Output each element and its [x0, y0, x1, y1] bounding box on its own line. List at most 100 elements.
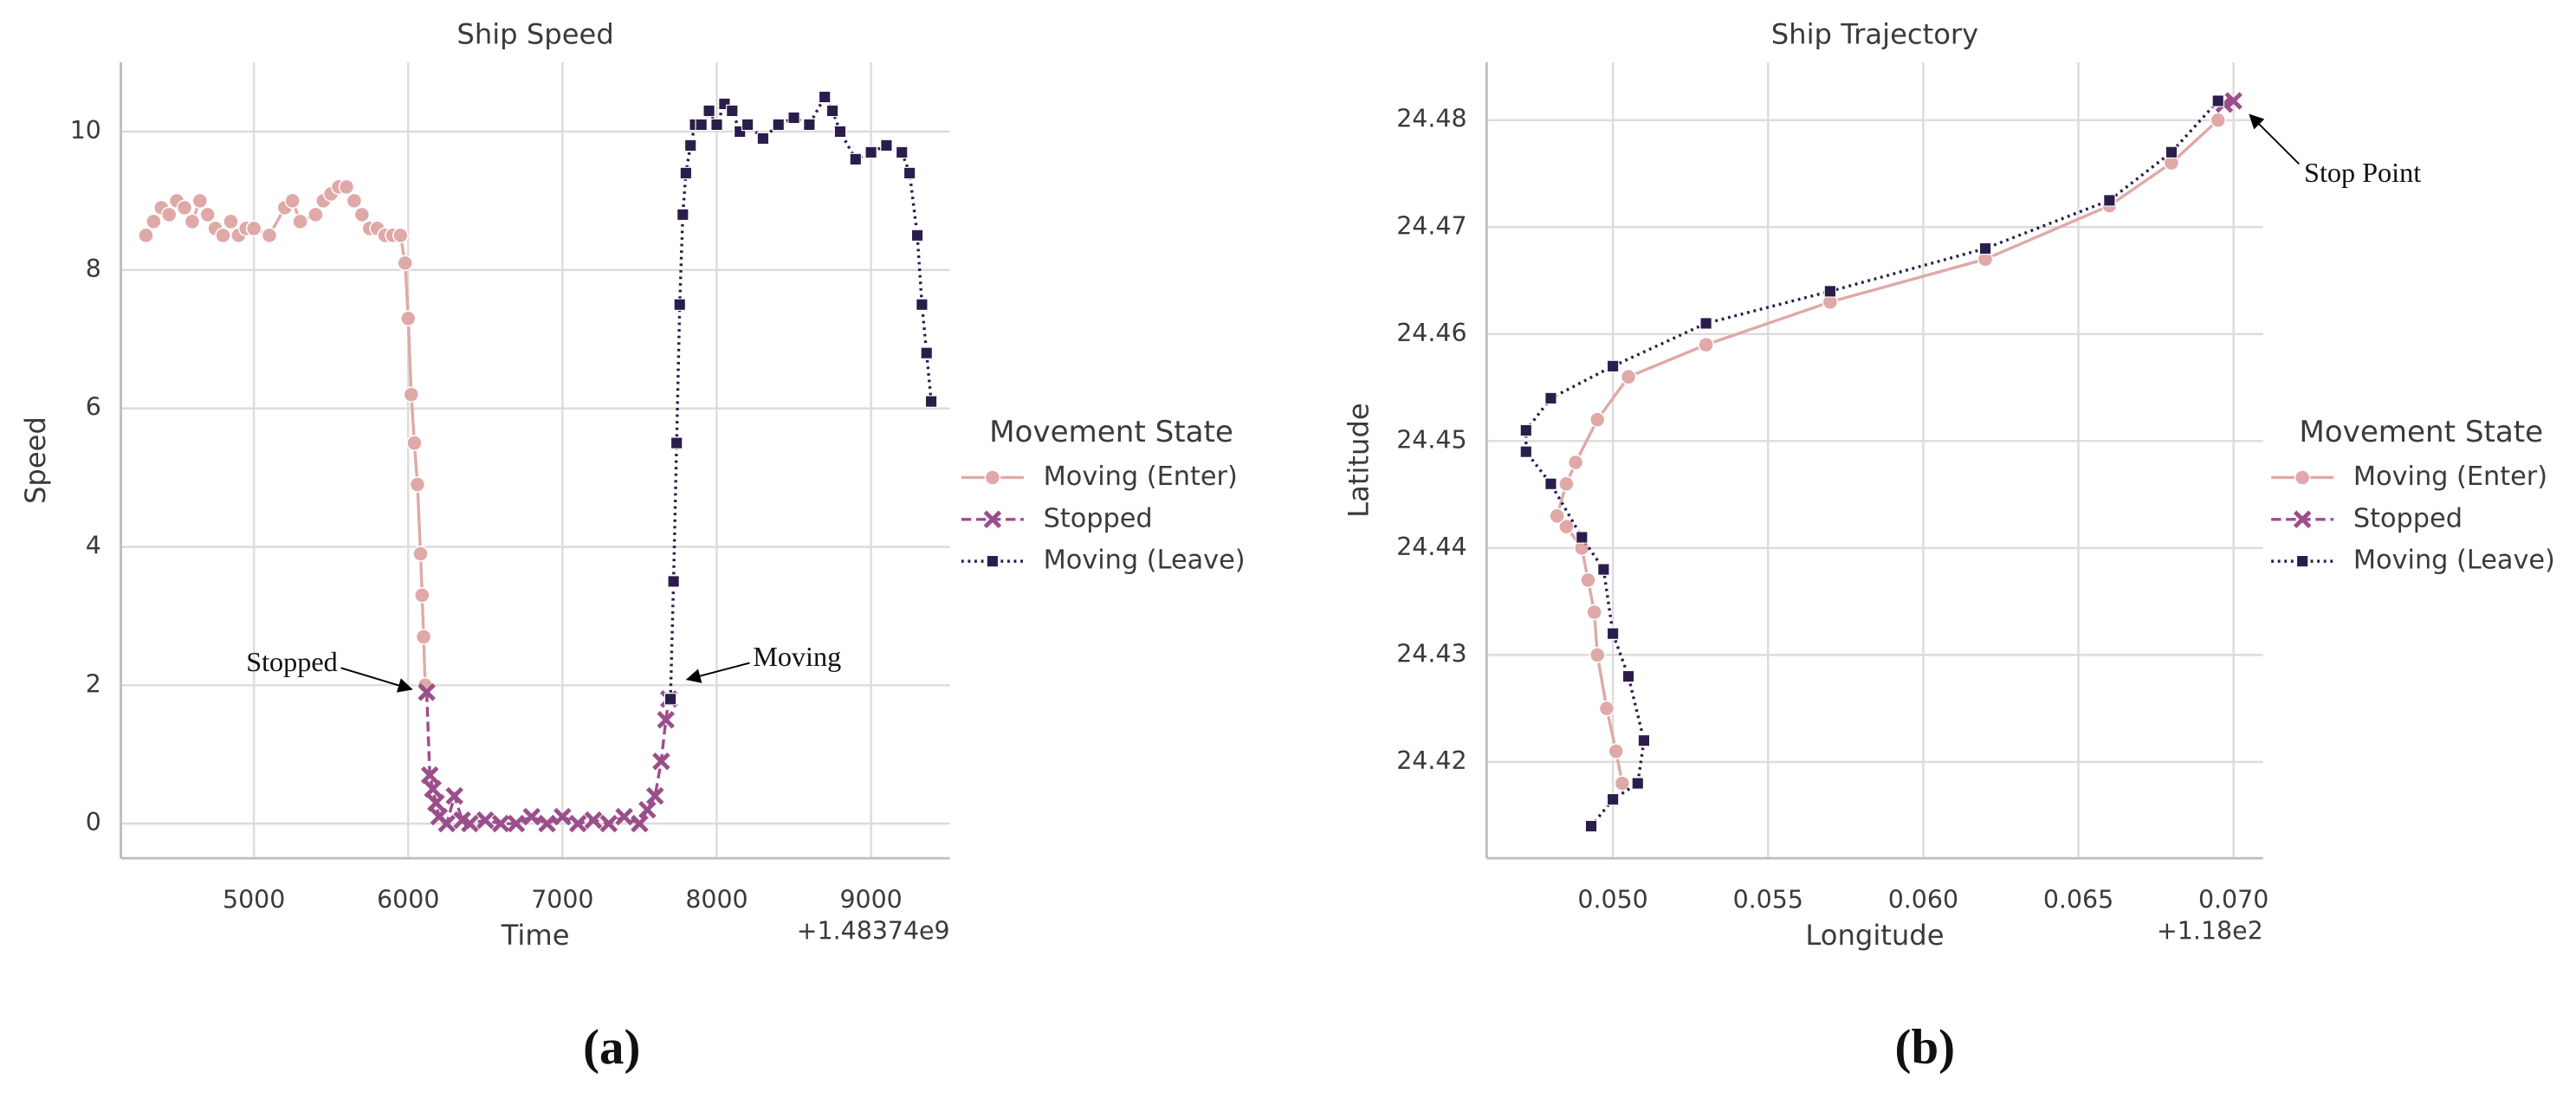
point: [787, 111, 800, 125]
point: [772, 118, 785, 132]
y-tick-label: 2: [86, 669, 101, 698]
annotation: Stop Point: [2304, 157, 2421, 188]
point: [916, 298, 929, 311]
point: [1631, 777, 1644, 790]
point: [1606, 359, 1620, 373]
y-tick-label: 24.47: [1396, 211, 1466, 240]
point: [191, 192, 209, 210]
x-tick-label: 0.050: [1577, 885, 1647, 914]
point: [445, 786, 463, 805]
x-offset-label: +1.48374e9: [797, 916, 950, 945]
point: [1589, 647, 1606, 663]
point: [1519, 423, 1533, 437]
x-tick-label: 9000: [839, 885, 902, 914]
x-axis-label: Time: [501, 919, 570, 952]
point: [146, 213, 162, 230]
point: [1978, 242, 1992, 255]
annotation: Moving: [753, 641, 841, 672]
point: [741, 118, 754, 132]
y-tick-label: 24.45: [1396, 425, 1466, 454]
x-tick-label: 0.065: [2043, 885, 2113, 914]
point: [684, 139, 697, 152]
series: [1519, 94, 2224, 833]
legend-label: Moving (Enter): [2353, 462, 2547, 492]
point: [522, 807, 541, 826]
point: [1567, 454, 1584, 471]
point: [1544, 391, 1557, 405]
point: [1621, 669, 1635, 683]
x-tick-label: 8000: [685, 885, 748, 914]
y-tick-label: 6: [86, 393, 101, 422]
series: [1549, 112, 2226, 791]
point: [538, 814, 556, 833]
point: [392, 227, 409, 244]
point: [825, 104, 839, 118]
y-tick-label: 0: [86, 808, 101, 836]
point: [415, 629, 432, 645]
point: [184, 213, 201, 230]
y-axis-label: Latitude: [1342, 403, 1375, 518]
x-tick-label: 0.070: [2198, 885, 2269, 914]
series-line: [669, 94, 933, 700]
point: [1606, 627, 1620, 640]
series-line: [424, 692, 670, 827]
point: [476, 811, 495, 830]
series-line: [1555, 119, 2219, 784]
point: [437, 814, 456, 833]
point: [880, 139, 893, 152]
point: [584, 811, 603, 830]
point: [292, 213, 308, 230]
chart-title: Ship Speed: [456, 18, 613, 51]
point: [652, 752, 670, 771]
caption: (a): [583, 1020, 640, 1075]
y-tick-label: 4: [86, 531, 101, 559]
point: [461, 814, 479, 833]
point: [338, 178, 355, 196]
annotation-arrow: [685, 662, 750, 683]
annotation: Stopped: [246, 646, 338, 677]
series-line: [144, 185, 427, 686]
point: [864, 145, 877, 159]
point: [138, 227, 154, 244]
x-tick-label: 6000: [377, 885, 439, 914]
point: [679, 166, 693, 180]
point: [427, 793, 445, 812]
point: [667, 575, 680, 588]
point: [726, 104, 739, 118]
legend-marker: [986, 554, 1000, 568]
point: [2224, 92, 2243, 110]
point: [924, 395, 938, 408]
series: [138, 178, 434, 694]
point: [346, 192, 363, 210]
point: [645, 786, 664, 805]
legend-marker: [2293, 510, 2312, 529]
point: [599, 814, 618, 833]
point: [399, 310, 417, 327]
point: [638, 800, 657, 819]
point: [307, 206, 324, 223]
point: [1637, 734, 1651, 747]
point: [409, 476, 426, 493]
point: [1580, 572, 1596, 589]
point: [695, 118, 708, 132]
y-tick-label: 24.43: [1396, 639, 1466, 668]
point: [403, 386, 420, 403]
legend-title: Movement State: [2299, 415, 2543, 449]
point: [1614, 775, 1631, 791]
y-axis-label: Speed: [19, 417, 52, 504]
caption: (b): [1895, 1020, 1955, 1075]
x-tick-label: 5000: [223, 885, 285, 914]
legend-label: Moving (Enter): [1044, 462, 1238, 492]
point: [1558, 518, 1575, 535]
y-tick-label: 8: [86, 255, 101, 283]
x-tick-label: 7000: [531, 885, 593, 914]
point: [903, 166, 916, 180]
point: [673, 298, 686, 311]
point: [1544, 477, 1557, 490]
point: [245, 220, 262, 237]
point: [2165, 145, 2178, 158]
point: [397, 255, 413, 272]
point: [756, 132, 770, 145]
